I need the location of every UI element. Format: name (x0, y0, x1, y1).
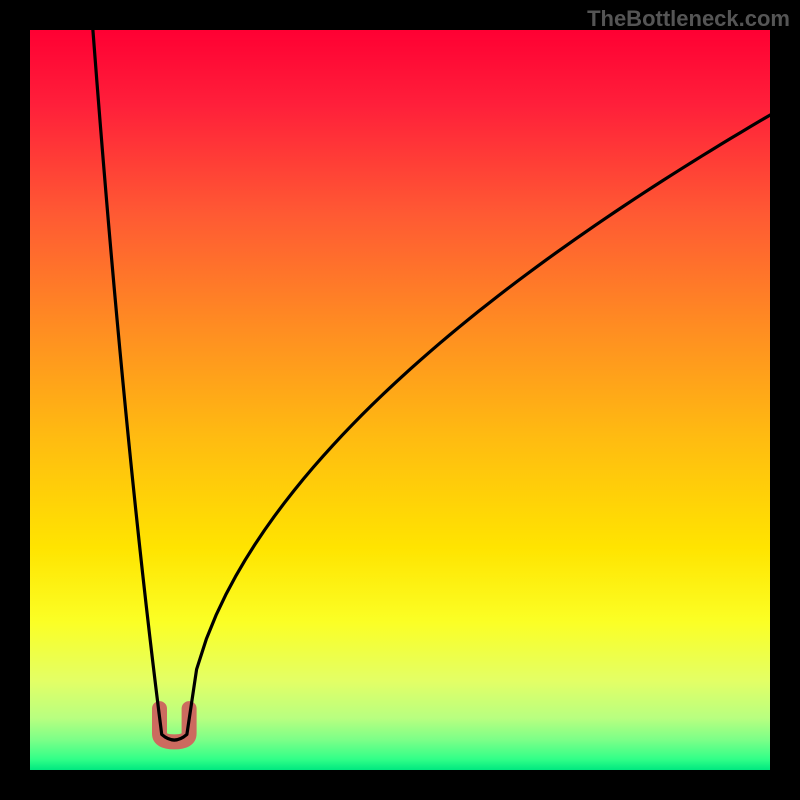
chart-container: TheBottleneck.com (0, 0, 800, 800)
plot-area (30, 30, 770, 770)
watermark-text: TheBottleneck.com (587, 6, 790, 32)
bottleneck-curve (93, 30, 770, 740)
curve-layer (30, 30, 770, 770)
